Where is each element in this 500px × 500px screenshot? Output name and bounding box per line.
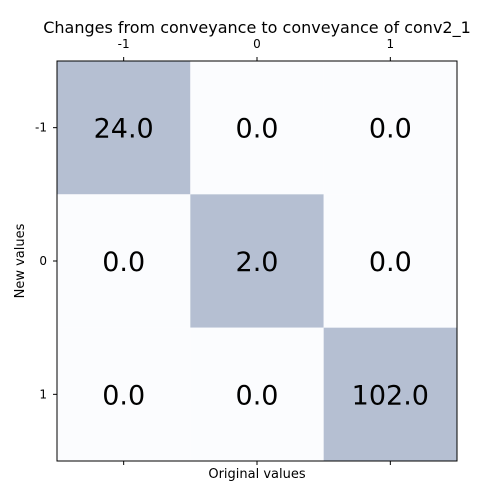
heatmap-cell <box>57 327 191 461</box>
heatmap-cell <box>190 327 324 461</box>
heatmap-cell <box>57 61 191 195</box>
y-tick-label: -1 <box>35 121 47 135</box>
heatmap-cell <box>190 61 324 195</box>
x-tick-label: 0 <box>253 37 261 51</box>
cell-value-label: 102.0 <box>352 380 429 411</box>
cell-value-label: 24.0 <box>94 114 154 145</box>
heatmap-cell <box>190 194 324 328</box>
cell-value-label: 0.0 <box>369 114 412 145</box>
heatmap-cell <box>57 194 191 328</box>
x-tick-label: 1 <box>387 37 395 51</box>
cell-value-label: 2.0 <box>236 247 279 278</box>
cell-value-label: 0.0 <box>236 380 279 411</box>
y-axis-label: New values <box>13 223 28 298</box>
y-tick-label: 0 <box>39 254 47 268</box>
heatmap-cells: 24.0 0.0 0.0 0.0 2.0 0.0 0.0 0.0 102.0 <box>57 61 457 461</box>
x-tick-label: -1 <box>118 37 130 51</box>
heatmap-cell <box>323 327 457 461</box>
cell-value-label: 0.0 <box>236 114 279 145</box>
cell-value-label: 0.0 <box>102 247 145 278</box>
heatmap-cell <box>323 194 457 328</box>
x-ticks: -1 0 1 <box>118 37 394 465</box>
heatmap-cell <box>323 61 457 195</box>
x-axis-label: Original values <box>208 467 306 482</box>
y-ticks: -1 0 1 <box>35 121 57 401</box>
chart-title: Changes from conveyance to conveyance of… <box>43 18 471 38</box>
y-tick-label: 1 <box>39 387 47 401</box>
cell-value-label: 0.0 <box>102 380 145 411</box>
cell-value-label: 0.0 <box>369 247 412 278</box>
